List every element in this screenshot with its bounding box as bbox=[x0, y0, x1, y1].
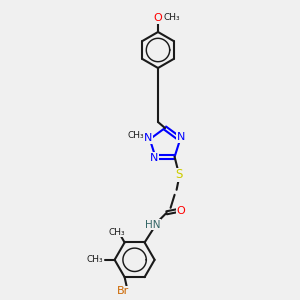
Text: CH₃: CH₃ bbox=[164, 14, 180, 22]
Text: O: O bbox=[154, 13, 162, 23]
Text: N: N bbox=[144, 133, 152, 143]
Text: HN: HN bbox=[145, 220, 160, 230]
Text: Br: Br bbox=[116, 286, 129, 296]
Text: CH₃: CH₃ bbox=[86, 255, 103, 264]
Text: N: N bbox=[177, 132, 185, 142]
Text: O: O bbox=[176, 206, 185, 216]
Text: CH₃: CH₃ bbox=[128, 131, 144, 140]
Text: N: N bbox=[150, 153, 159, 163]
Text: S: S bbox=[175, 168, 182, 181]
Text: CH₃: CH₃ bbox=[108, 228, 125, 237]
